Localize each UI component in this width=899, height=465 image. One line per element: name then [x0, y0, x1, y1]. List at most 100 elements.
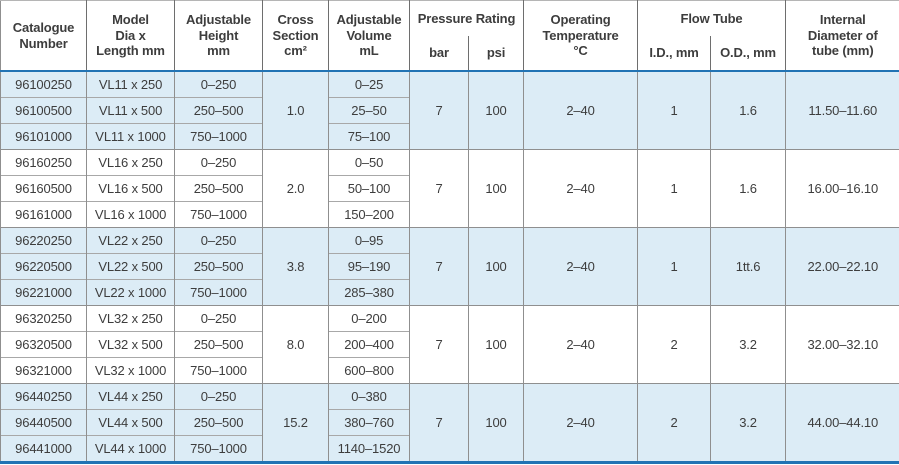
table-row: 96320250 VL32 x 250 0–250 8.0 0–200 7 100 2–40 2… — [0, 305, 899, 384]
cell-catalogue-number: 96321000 — [0, 357, 87, 384]
cell-adjustable-volume: 0–95 — [328, 227, 410, 254]
header-model: Model Dia x Length mm — [86, 0, 175, 71]
header-bar: bar — [409, 36, 469, 71]
cell-flow-tube-od: 1tt.6 — [710, 227, 786, 306]
cell-pressure-psi: 100 — [467, 70, 524, 150]
cell-cross-section: 2.0 — [262, 149, 329, 228]
cell-adjustable-height: 0–250 — [174, 70, 263, 98]
header-pressure-rating-group: Pressure Rating — [408, 0, 524, 36]
cell-internal-diameter: 22.00–22.10 — [785, 227, 899, 306]
cell-cross-section: 15.2 — [262, 383, 329, 463]
cell-flow-tube-id: 1 — [637, 70, 711, 150]
table-row: 96160500 VL16 x 500 250–500 50–100 — [0, 175, 899, 202]
cell-pressure-psi: 100 — [467, 227, 524, 306]
cell-catalogue-number: 96220500 — [0, 253, 87, 280]
header-cross-section: Cross Section cm² — [262, 0, 329, 71]
cell-model: VL22 x 1000 — [86, 279, 175, 306]
cell-pressure-psi: 100 — [467, 149, 524, 228]
cell-operating-temperature: 2–40 — [523, 149, 638, 228]
cell-adjustable-height: 250–500 — [174, 97, 263, 124]
table-row: 96440500 VL44 x 500 250–500 380–760 — [0, 409, 899, 436]
table-row: 96160250 VL16 x 250 0–250 2.0 0–50 7 100 2–40 1 1… — [0, 149, 899, 228]
cell-flow-tube-od: 3.2 — [710, 383, 786, 463]
cell-catalogue-number: 96161000 — [0, 201, 87, 228]
table-row: 96161000 VL16 x 1000 750–1000 150–200 — [0, 201, 899, 228]
cell-adjustable-volume: 150–200 — [328, 201, 410, 228]
cell-operating-temperature: 2–40 — [523, 70, 638, 150]
cell-adjustable-height: 250–500 — [174, 175, 263, 202]
table-row: 96321000 VL32 x 1000 750–1000 600–800 — [0, 357, 899, 384]
cell-adjustable-volume: 95–190 — [328, 253, 410, 280]
table-row: 96101000 VL11 x 1000 750–1000 75–100 — [0, 123, 899, 150]
cell-catalogue-number: 96160250 — [0, 149, 87, 176]
cell-adjustable-height: 250–500 — [174, 409, 263, 436]
table-row: 96441000 VL44 x 1000 750–1000 1140–1520 — [0, 435, 899, 463]
cell-pressure-psi: 100 — [467, 383, 524, 463]
cell-operating-temperature: 2–40 — [523, 383, 638, 463]
cell-model: VL16 x 500 — [86, 175, 175, 202]
cell-internal-diameter: 32.00–32.10 — [785, 305, 899, 384]
cell-model: VL11 x 250 — [86, 70, 175, 98]
cell-adjustable-height: 750–1000 — [174, 123, 263, 150]
cell-model: VL44 x 1000 — [86, 435, 175, 463]
cell-cross-section: 3.8 — [262, 227, 329, 306]
cell-adjustable-height: 0–250 — [174, 149, 263, 176]
cell-model: VL11 x 500 — [86, 97, 175, 124]
cell-model: VL16 x 250 — [86, 149, 175, 176]
cell-adjustable-volume: 0–200 — [328, 305, 410, 332]
table-row: 96100250 VL11 x 250 0–250 1.0 0–25 7 100 2–40 1 1… — [0, 70, 899, 150]
cell-flow-tube-id: 2 — [637, 383, 711, 463]
header-od-mm: O.D., mm — [710, 36, 786, 71]
cell-flow-tube-od: 1.6 — [710, 149, 786, 228]
table-row: 96100500 VL11 x 500 250–500 25–50 — [0, 97, 899, 124]
cell-flow-tube-od: 3.2 — [710, 305, 786, 384]
cell-adjustable-volume: 200–400 — [328, 331, 410, 358]
cell-model: VL11 x 1000 — [86, 123, 175, 150]
header-row-main: Catalogue Number Model Dia x Length mm A… — [0, 0, 899, 71]
table-row: 96220250 VL22 x 250 0–250 3.8 0–95 7 100 2–40 1 1… — [0, 227, 899, 306]
header-flow-tube-group: Flow Tube — [637, 0, 786, 36]
cell-catalogue-number: 96160500 — [0, 175, 87, 202]
cell-operating-temperature: 2–40 — [523, 305, 638, 384]
cell-adjustable-volume: 0–25 — [328, 70, 410, 98]
cell-pressure-bar: 7 — [409, 227, 469, 306]
cell-flow-tube-id: 1 — [637, 227, 711, 306]
cell-cross-section: 1.0 — [262, 70, 329, 150]
cell-pressure-bar: 7 — [409, 305, 469, 384]
table-row: 96320500 VL32 x 500 250–500 200–400 — [0, 331, 899, 358]
cell-catalogue-number: 96220250 — [0, 227, 87, 254]
cell-pressure-bar: 7 — [409, 383, 469, 463]
cell-model: VL44 x 250 — [86, 383, 175, 410]
table-row: 96221000 VL22 x 1000 750–1000 285–380 — [0, 279, 899, 306]
cell-pressure-bar: 7 — [409, 70, 469, 150]
cell-internal-diameter: 11.50–11.60 — [785, 70, 899, 150]
header-psi: psi — [467, 36, 524, 71]
cell-adjustable-volume: 25–50 — [328, 97, 410, 124]
cell-adjustable-height: 750–1000 — [174, 279, 263, 306]
cell-model: VL32 x 250 — [86, 305, 175, 332]
cell-internal-diameter: 16.00–16.10 — [785, 149, 899, 228]
cell-catalogue-number: 96101000 — [0, 123, 87, 150]
cell-flow-tube-od: 1.6 — [710, 70, 786, 150]
cell-pressure-psi: 100 — [467, 305, 524, 384]
cell-cross-section: 8.0 — [262, 305, 329, 384]
cell-adjustable-volume: 75–100 — [328, 123, 410, 150]
cell-adjustable-height: 0–250 — [174, 227, 263, 254]
header-operating-temperature: Operating Temperature °C — [523, 0, 638, 71]
cell-adjustable-volume: 285–380 — [328, 279, 410, 306]
cell-adjustable-volume: 0–380 — [328, 383, 410, 410]
cell-adjustable-height: 0–250 — [174, 383, 263, 410]
cell-adjustable-height: 750–1000 — [174, 201, 263, 228]
table-header: Catalogue Number Model Dia x Length mm A… — [0, 0, 899, 71]
cell-model: VL44 x 500 — [86, 409, 175, 436]
cell-model: VL22 x 500 — [86, 253, 175, 280]
cell-catalogue-number: 96320250 — [0, 305, 87, 332]
table-row: 96220500 VL22 x 500 250–500 95–190 — [0, 253, 899, 280]
cell-catalogue-number: 96221000 — [0, 279, 87, 306]
header-id-mm: I.D., mm — [637, 36, 711, 71]
cell-internal-diameter: 44.00–44.10 — [785, 383, 899, 463]
header-adjustable-height: Adjustable Height mm — [174, 0, 263, 71]
cell-flow-tube-id: 2 — [637, 305, 711, 384]
cell-model: VL32 x 1000 — [86, 357, 175, 384]
header-adjustable-volume: Adjustable Volume mL — [328, 0, 410, 71]
